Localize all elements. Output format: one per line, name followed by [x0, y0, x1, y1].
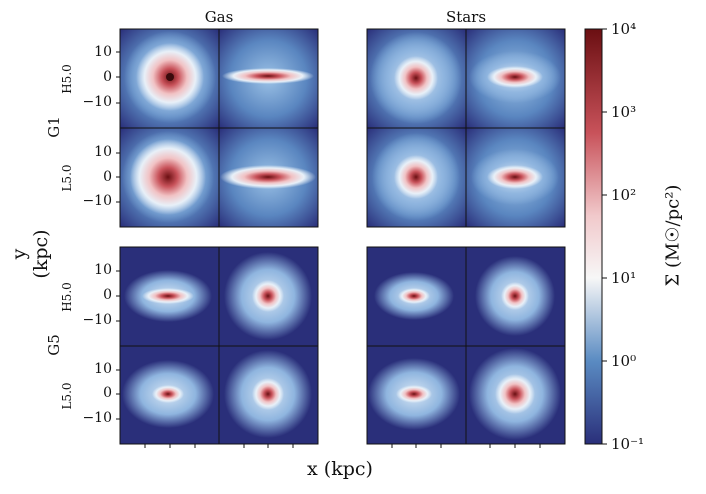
colorbar-tick: 10⁰ [611, 352, 637, 370]
ytick-label: 0 [103, 385, 112, 401]
ytick-label: 10 [94, 262, 112, 278]
group-label-g5: G5 [45, 334, 63, 356]
y-axis-label: y (kpc) [8, 229, 52, 279]
ytick-label: 0 [103, 287, 112, 303]
ytick-label: 10 [94, 144, 112, 160]
ytick-label: −10 [82, 312, 112, 328]
g1-gas-block [119, 28, 319, 228]
row-label-g1-h5: H5.0 [60, 64, 74, 94]
row-label-g5-l5: L5.0 [60, 382, 74, 410]
colorbar [584, 28, 607, 445]
colorbar-tick: 10¹ [611, 269, 637, 287]
colorbar-tick: 10⁻¹ [611, 435, 645, 453]
tick-marks [116, 51, 541, 448]
x-axis-label: x (kpc) [307, 458, 373, 480]
ytick-label: 10 [94, 44, 112, 60]
row-label-g5-h5: H5.0 [60, 282, 74, 312]
colorbar-label: Σ (M☉/pc²) [662, 184, 684, 287]
ytick-label: 0 [103, 169, 112, 185]
g5-stars-block [366, 246, 566, 445]
ytick-label: 10 [94, 361, 112, 377]
ytick-label: −10 [82, 94, 112, 110]
column-title-gas: Gas [204, 8, 234, 26]
colorbar-tick: 10³ [611, 103, 637, 121]
ytick-label: −10 [82, 193, 112, 209]
ytick-label: −10 [82, 410, 112, 426]
row-label-g1-l5: L5.0 [60, 164, 74, 192]
column-title-stars: Stars [445, 8, 487, 26]
ytick-label: 0 [103, 69, 112, 85]
g1-stars-block [366, 28, 566, 228]
group-label-g1: G1 [45, 116, 63, 138]
colorbar-tick: 10⁴ [611, 20, 637, 38]
colorbar-tick: 10² [611, 186, 637, 204]
g5-gas-block [119, 246, 319, 445]
